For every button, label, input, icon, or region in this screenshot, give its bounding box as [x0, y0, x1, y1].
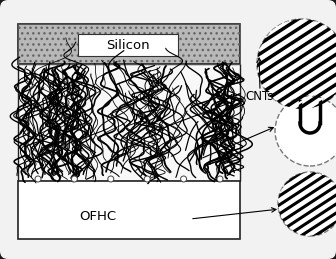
Bar	[18, 24, 240, 64]
Circle shape	[257, 19, 336, 109]
Circle shape	[144, 176, 150, 182]
Bar	[18, 64, 240, 181]
Circle shape	[108, 176, 114, 182]
Circle shape	[217, 176, 223, 182]
Circle shape	[35, 176, 41, 182]
Text: Silicon: Silicon	[106, 39, 150, 52]
Text: OFHC: OFHC	[79, 211, 117, 224]
Bar	[18, 24, 240, 64]
Bar	[78, 34, 178, 56]
Text: CNTs: CNTs	[245, 90, 274, 103]
Circle shape	[278, 172, 336, 236]
Circle shape	[181, 176, 186, 182]
Circle shape	[72, 176, 77, 182]
Bar	[18, 181, 240, 239]
Circle shape	[275, 96, 336, 166]
